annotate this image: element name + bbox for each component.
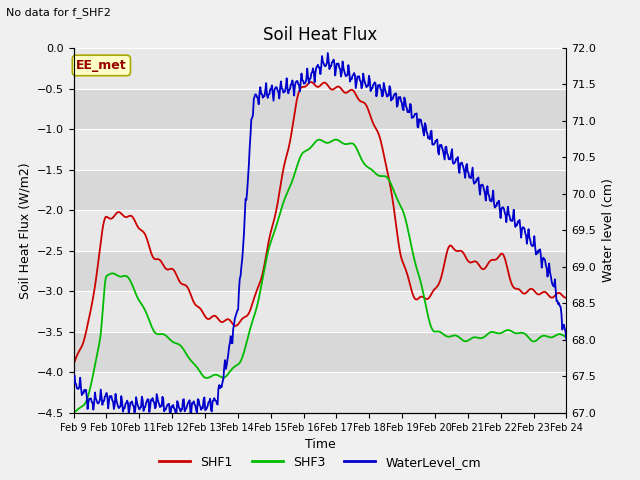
Bar: [74, 88, 566, 129]
Bar: [74, 372, 566, 413]
Y-axis label: Soil Heat Flux (W/m2): Soil Heat Flux (W/m2): [18, 162, 31, 299]
X-axis label: Time: Time: [305, 438, 335, 451]
Bar: [74, 169, 566, 210]
Bar: [74, 291, 566, 332]
Bar: [74, 210, 566, 251]
Legend: SHF1, SHF3, WaterLevel_cm: SHF1, SHF3, WaterLevel_cm: [154, 451, 486, 474]
Bar: [74, 129, 566, 169]
Bar: [74, 332, 566, 372]
Text: EE_met: EE_met: [76, 59, 127, 72]
Title: Soil Heat Flux: Soil Heat Flux: [263, 25, 377, 44]
Bar: [74, 48, 566, 88]
Y-axis label: Water level (cm): Water level (cm): [602, 179, 614, 282]
Bar: [74, 251, 566, 291]
Text: No data for f_SHF2: No data for f_SHF2: [6, 7, 111, 18]
